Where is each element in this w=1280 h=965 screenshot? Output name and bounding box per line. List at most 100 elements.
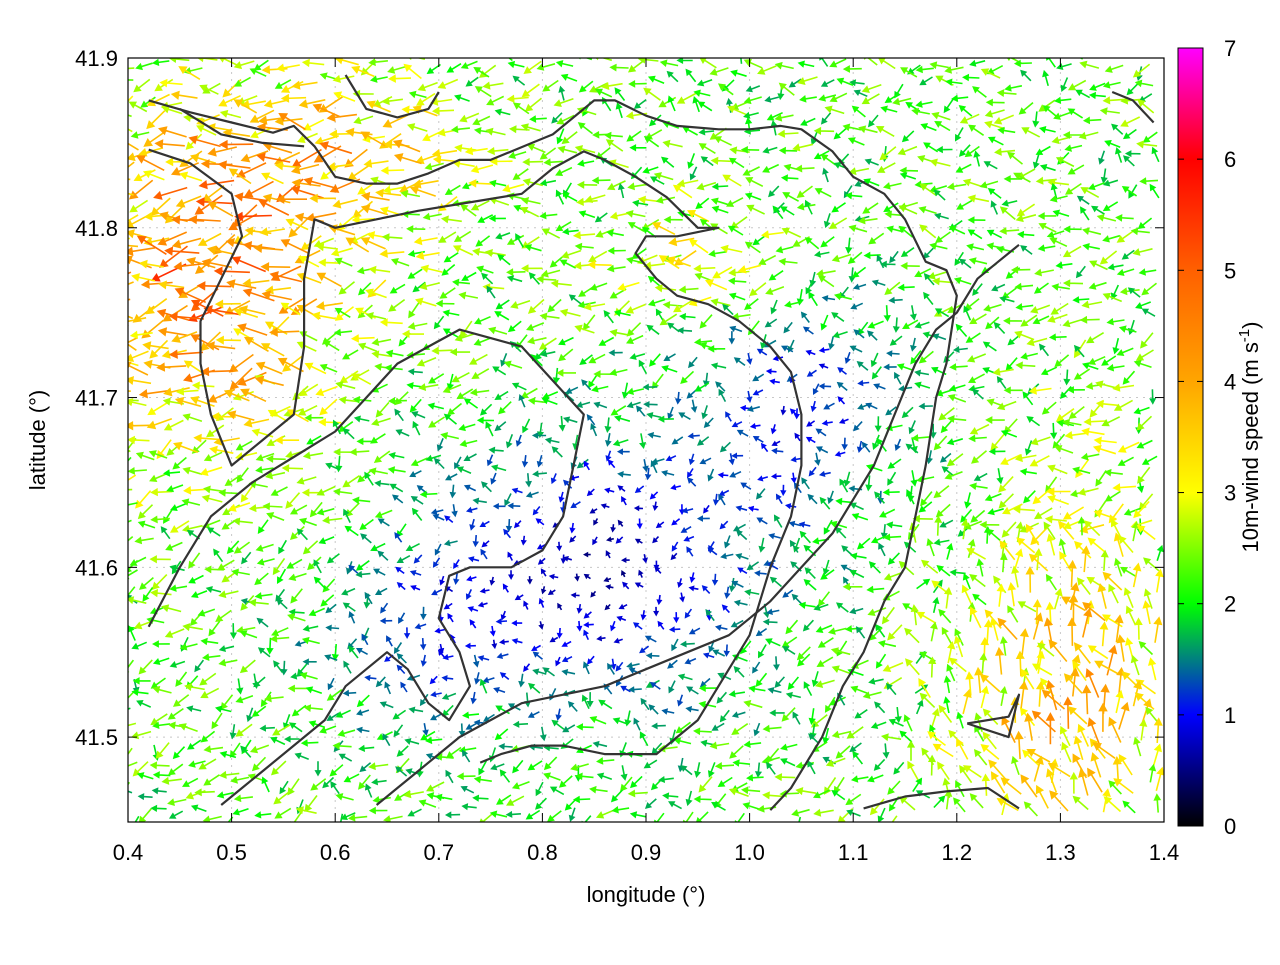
wind-vector — [1046, 533, 1056, 556]
wind-vector — [589, 82, 608, 93]
wind-vector — [789, 408, 799, 417]
wind-vector — [687, 209, 710, 223]
wind-vector — [788, 78, 802, 88]
wind-vector — [151, 574, 168, 591]
wind-vector — [762, 163, 780, 173]
wind-vector — [932, 596, 940, 613]
wind-vector — [146, 418, 173, 430]
wind-vector — [1116, 229, 1135, 243]
wind-vector — [538, 337, 557, 350]
wind-vector — [815, 446, 829, 454]
wind-vector — [774, 113, 794, 122]
wind-vector — [128, 535, 134, 542]
wind-vector — [635, 405, 646, 417]
wind-vector — [658, 255, 680, 270]
wind-vector — [744, 241, 761, 254]
wind-vector — [920, 491, 933, 507]
wind-vector — [237, 323, 268, 336]
wind-vector — [500, 353, 508, 367]
wind-vector — [590, 590, 597, 598]
wind-vector — [476, 416, 495, 425]
wind-vector — [769, 709, 785, 717]
wind-vector — [815, 679, 835, 688]
wind-vector — [465, 506, 478, 513]
wind-vector — [1087, 717, 1101, 747]
wind-vector — [576, 458, 589, 469]
wind-vector — [1106, 317, 1125, 326]
wind-vector — [1084, 520, 1101, 537]
colorbar-label-close: ) — [1238, 322, 1263, 329]
wind-vector — [1093, 509, 1117, 520]
wind-vector — [508, 151, 527, 159]
wind-vector — [273, 790, 291, 805]
wind-vector — [151, 787, 167, 795]
wind-vector — [1022, 749, 1040, 767]
wind-vector — [791, 593, 803, 605]
wind-vector — [970, 509, 986, 523]
x-tick-label: 1.3 — [1045, 840, 1076, 865]
wind-vector — [707, 762, 716, 778]
wind-vector — [202, 82, 221, 94]
wind-vector — [639, 433, 647, 450]
wind-vector — [865, 475, 873, 492]
wind-vector — [972, 283, 983, 296]
wind-vector — [1055, 408, 1075, 422]
wind-vector — [164, 204, 185, 224]
wind-vector — [274, 116, 303, 126]
wind-vector — [651, 373, 664, 390]
wind-vector — [1013, 548, 1024, 572]
wind-vector — [1041, 401, 1057, 415]
wind-vector — [290, 163, 320, 175]
wind-vector — [713, 136, 732, 146]
wind-vector — [1094, 660, 1118, 675]
wind-vector — [592, 536, 598, 546]
wind-vector — [326, 689, 343, 701]
wind-vector — [240, 150, 269, 163]
wind-vector — [1134, 79, 1154, 88]
wind-vector — [596, 757, 615, 765]
wind-vector — [1136, 415, 1153, 431]
wind-vector — [318, 417, 342, 427]
wind-vector — [684, 657, 697, 665]
wind-vector — [269, 634, 290, 643]
wind-vector — [523, 600, 529, 610]
wind-vector — [182, 413, 203, 422]
wind-vector — [128, 101, 148, 113]
wind-vector — [663, 215, 683, 224]
wind-vector — [535, 797, 547, 810]
wind-vector — [128, 586, 136, 600]
wind-vector — [214, 299, 241, 309]
wind-vector — [531, 432, 547, 439]
colorbar-label: 10m-wind speed (m s-1) — [1236, 322, 1263, 553]
wind-vector — [699, 58, 717, 69]
wind-vector — [456, 466, 472, 474]
wind-vector — [422, 212, 442, 221]
wind-vector — [1089, 260, 1108, 271]
wind-vector — [1061, 741, 1072, 763]
wind-vector — [880, 105, 898, 113]
wind-vector — [1102, 179, 1119, 187]
wind-vector — [1045, 573, 1058, 591]
wind-vector — [865, 402, 878, 410]
wind-vector — [606, 536, 614, 543]
wind-vector — [968, 434, 987, 443]
wind-vector — [469, 518, 476, 531]
wind-vector — [134, 815, 140, 822]
wind-vector — [911, 107, 930, 116]
wind-vector — [626, 401, 641, 409]
wind-vector — [425, 454, 442, 462]
wind-vector — [990, 200, 999, 215]
wind-vector — [608, 349, 623, 357]
wind-vector — [954, 251, 964, 266]
wind-vector — [1064, 430, 1088, 440]
wind-vector — [507, 551, 514, 561]
wind-vector — [747, 505, 759, 512]
wind-vector — [695, 197, 710, 210]
wind-vector — [240, 594, 255, 611]
wind-vector — [375, 188, 402, 198]
x-tick-label: 0.9 — [631, 840, 662, 865]
wind-vector — [1139, 177, 1159, 185]
wind-vector — [806, 369, 817, 377]
wind-vector — [886, 350, 900, 357]
